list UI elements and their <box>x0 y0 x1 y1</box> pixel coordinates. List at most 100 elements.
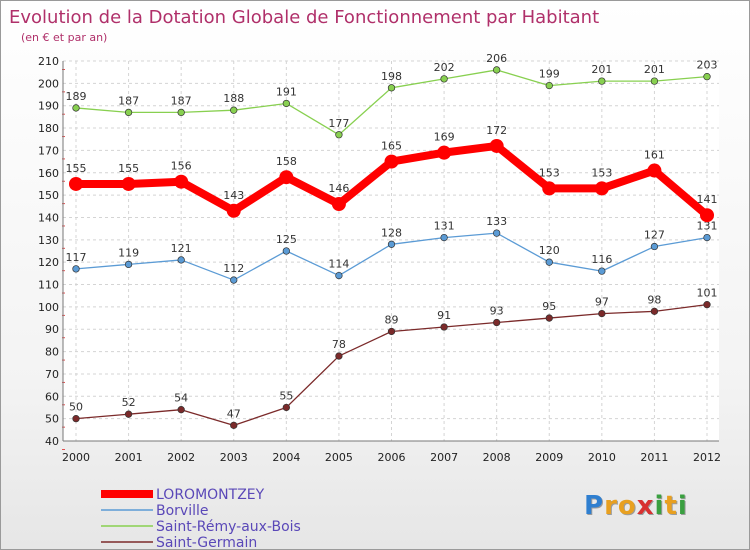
data-label: 156 <box>171 160 192 173</box>
data-label: 158 <box>276 155 297 168</box>
x-tick-label: 2008 <box>483 451 511 464</box>
legend-label: LOROMONTZEY <box>156 487 265 503</box>
x-tick-label: 2009 <box>535 451 563 464</box>
data-label: 189 <box>66 90 87 103</box>
data-point <box>69 176 83 191</box>
x-tick-label: 2000 <box>62 451 90 464</box>
data-point <box>440 233 448 242</box>
data-point <box>230 106 238 114</box>
data-label: 153 <box>591 166 612 179</box>
data-point <box>598 77 606 85</box>
y-tick-label: 190 <box>38 100 59 113</box>
data-point <box>545 81 553 90</box>
y-tick-label: 40 <box>45 435 59 448</box>
data-point <box>387 84 396 92</box>
legend-label: Borville <box>156 503 209 519</box>
y-tick-label: 150 <box>38 189 59 202</box>
legend: LOROMONTZEYBorvilleSaint-Rémy-aux-BoisSa… <box>101 487 301 550</box>
data-label: 119 <box>118 246 139 259</box>
data-point <box>72 104 80 112</box>
data-label: 161 <box>644 149 665 162</box>
y-tick-label: 130 <box>38 234 59 247</box>
data-label: 187 <box>171 94 192 107</box>
data-label: 54 <box>174 392 188 405</box>
data-label: 143 <box>223 189 244 202</box>
data-label: 50 <box>69 401 83 414</box>
data-label: 47 <box>227 407 241 420</box>
data-point <box>545 258 553 266</box>
data-label: 116 <box>591 253 612 266</box>
logo-letter: t <box>664 491 678 521</box>
legend-item: Borville <box>101 503 209 519</box>
data-label: 117 <box>66 251 87 264</box>
series-1: 117 119 121 112 125 114 128 131 133 120 116 127 131 <box>66 215 718 284</box>
data-label: 95 <box>542 300 556 313</box>
y-tick-label: 60 <box>45 390 59 403</box>
proxiti-logo: Proxiti <box>584 491 688 521</box>
data-label: 155 <box>66 162 87 175</box>
x-tick-label: 2012 <box>693 451 721 464</box>
data-point <box>174 174 189 189</box>
x-tick-label: 2005 <box>325 451 353 464</box>
data-label: 93 <box>490 305 504 318</box>
x-tick-label: 2007 <box>430 451 458 464</box>
y-tick-label: 80 <box>45 346 59 359</box>
data-label: 198 <box>381 70 402 83</box>
y-tick-label: 90 <box>45 323 59 336</box>
data-point <box>542 181 557 196</box>
x-tick-label: 2003 <box>220 451 248 464</box>
data-label: 202 <box>434 61 455 74</box>
data-point <box>493 229 501 237</box>
data-label: 201 <box>644 63 665 76</box>
x-tick-label: 2011 <box>640 451 668 464</box>
data-label: 172 <box>486 124 507 137</box>
y-tick-label: 120 <box>38 256 59 269</box>
data-point <box>440 323 448 331</box>
data-point <box>650 307 659 316</box>
data-point <box>177 406 185 414</box>
data-label: 203 <box>697 59 718 72</box>
data-label: 177 <box>328 117 349 130</box>
logo-letter: i <box>654 491 665 521</box>
data-point <box>230 421 238 430</box>
data-point <box>226 203 241 218</box>
data-label: 191 <box>276 85 297 98</box>
y-tick-label: 170 <box>38 144 59 157</box>
legend-label: Saint-Rémy-aux-Bois <box>156 519 301 535</box>
data-point <box>124 410 133 418</box>
y-tick-label: 110 <box>38 279 59 292</box>
data-point <box>387 327 396 336</box>
data-point <box>335 271 343 280</box>
data-label: 55 <box>279 389 293 402</box>
data-label: 133 <box>486 215 507 228</box>
data-point <box>650 242 659 251</box>
series-0: 155 155 156 143 158 146 165 169 172 153 153 161 141 <box>66 124 718 223</box>
data-label: 112 <box>223 262 244 275</box>
data-point <box>440 75 448 83</box>
data-point <box>282 99 290 108</box>
data-point <box>647 163 662 178</box>
axes: 40 50 60 70 80 90 100 110 120 130 140 150 160 170 180 1… <box>38 55 721 464</box>
logo-letter: i <box>677 491 688 521</box>
data-label: 97 <box>595 296 609 309</box>
legend-item: Saint-Rémy-aux-Bois <box>101 519 301 535</box>
data-label: 131 <box>434 220 455 233</box>
chart-subtitle: (en € et par an) <box>21 31 107 44</box>
data-point <box>437 145 452 160</box>
data-point <box>598 309 606 318</box>
logo-letter: x <box>636 491 655 521</box>
data-label: 201 <box>591 63 612 76</box>
series-2: 189 187 187 188 191 177 198 202 206 199 201 201 203 <box>66 52 718 139</box>
y-tick-label: 50 <box>45 413 59 426</box>
data-point <box>72 265 80 273</box>
data-point <box>598 267 606 275</box>
data-point <box>387 240 396 248</box>
legend-item: Saint-Germain <box>101 535 257 550</box>
logo-letter: o <box>617 491 637 521</box>
data-point <box>703 300 711 309</box>
data-point <box>703 72 711 81</box>
legend-label: Saint-Germain <box>156 535 257 550</box>
data-label: 89 <box>385 313 399 326</box>
